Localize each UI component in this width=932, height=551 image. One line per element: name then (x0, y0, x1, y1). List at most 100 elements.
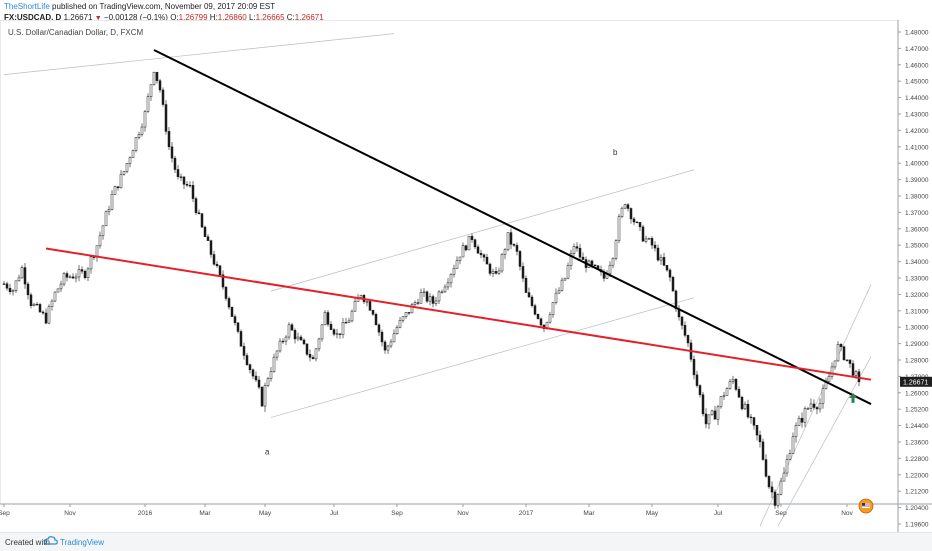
candle-body (113, 186, 117, 195)
candle-body (662, 257, 666, 266)
tradingview-cloud-icon (44, 536, 58, 548)
candle-body (608, 264, 612, 275)
candle-body (629, 208, 633, 220)
time-tick-label: Nov (457, 510, 469, 517)
candle-body (767, 476, 771, 488)
candle-body (119, 174, 123, 189)
candle-body (491, 271, 495, 274)
candle-body (437, 291, 441, 302)
candle-body (80, 269, 84, 272)
candle-body (707, 414, 711, 425)
candle-body (254, 375, 258, 381)
price-chart[interactable]: U.S. Dollar/Canadian Dollar, D, FXCM 1.4… (0, 20, 932, 532)
candle-body (497, 270, 501, 274)
high-label: H: (209, 13, 218, 22)
candle-body (44, 312, 48, 324)
author-link[interactable]: TheShortLife (4, 2, 50, 11)
candle-body (683, 325, 687, 336)
channel-lines (3, 33, 872, 527)
candle-body (203, 226, 207, 237)
candle-body (131, 150, 135, 158)
price-tick-label: 1.22000 (905, 472, 929, 479)
time-tick-label: May (259, 510, 272, 517)
price-tick-label: 1.35000 (905, 243, 929, 250)
candle-body (443, 286, 447, 293)
symbol-label: FX:USDCAD, D (4, 13, 62, 22)
candle-body (749, 416, 753, 419)
candle-body (209, 240, 213, 255)
candle-body (167, 131, 171, 148)
time-tick-label: Nov (64, 510, 76, 517)
trend-lines[interactable] (45, 49, 872, 405)
candle-body (839, 343, 843, 347)
last-price-value: 1.26671 (63, 13, 93, 22)
created-with-text: Created with (5, 538, 50, 547)
candle-body (35, 303, 39, 306)
candle-body (533, 305, 537, 315)
price-tick-label: 1.23600 (905, 440, 929, 447)
candle-body (836, 343, 840, 362)
candle-body (77, 269, 81, 278)
price-tick-label: 1.45000 (905, 79, 929, 86)
candle-body (188, 184, 192, 187)
tradingview-link[interactable]: TradingView (60, 538, 105, 547)
candle-body (272, 356, 276, 372)
candle-body (251, 369, 255, 377)
candle-body (590, 260, 594, 266)
candle-body (716, 406, 720, 420)
candle-body (137, 133, 141, 138)
candle-body (338, 333, 342, 335)
candle-body (467, 235, 471, 251)
candle-body (140, 126, 144, 135)
candle-body (146, 96, 150, 112)
candle-body (440, 291, 444, 293)
candle-body (41, 311, 45, 314)
candle-body (656, 247, 660, 261)
candle-body (515, 245, 519, 252)
candle-body (392, 333, 396, 343)
candle-body (674, 290, 678, 310)
candle-body (695, 374, 699, 386)
candle-body (308, 354, 312, 358)
candle-body (2, 283, 6, 285)
candle-body (185, 184, 189, 186)
candle-body (32, 303, 36, 306)
candle-body (842, 346, 846, 361)
candle-body (527, 292, 531, 298)
candle-body (65, 273, 69, 278)
flag-icon[interactable] (858, 498, 874, 514)
candle-body (164, 104, 168, 132)
candle-body (797, 417, 801, 426)
candle-body (107, 208, 111, 213)
channel-line (270, 297, 695, 418)
candle-body (761, 441, 765, 460)
candle-body (422, 291, 426, 293)
candle-body (173, 157, 177, 170)
price-tick-label: 1.21200 (905, 489, 929, 496)
channel-line (3, 33, 395, 75)
change-value: −0.00128 (−0.1%) (103, 13, 168, 22)
candle-body (746, 403, 750, 418)
candle-body (734, 379, 738, 390)
candle-body (488, 263, 492, 274)
time-tick-label: Nov (841, 510, 853, 517)
candle-body (38, 304, 42, 313)
candle-body (812, 403, 816, 408)
candle-body (386, 345, 390, 351)
candle-body (566, 265, 570, 279)
candle-body (257, 379, 261, 388)
candle-body (95, 245, 99, 258)
candle-body (827, 376, 831, 382)
candle-body (779, 480, 783, 495)
candle-body (692, 359, 696, 376)
price-tick-label: 1.28000 (905, 358, 929, 365)
candle-body (845, 359, 849, 361)
candle-body (449, 274, 453, 284)
candle-body (176, 169, 180, 178)
time-tick-label: Mar (583, 510, 595, 517)
candle-body (731, 379, 735, 382)
candle-body (611, 258, 615, 266)
candle-body (311, 357, 315, 360)
open-label: O: (170, 13, 179, 22)
candle-body (395, 326, 399, 334)
